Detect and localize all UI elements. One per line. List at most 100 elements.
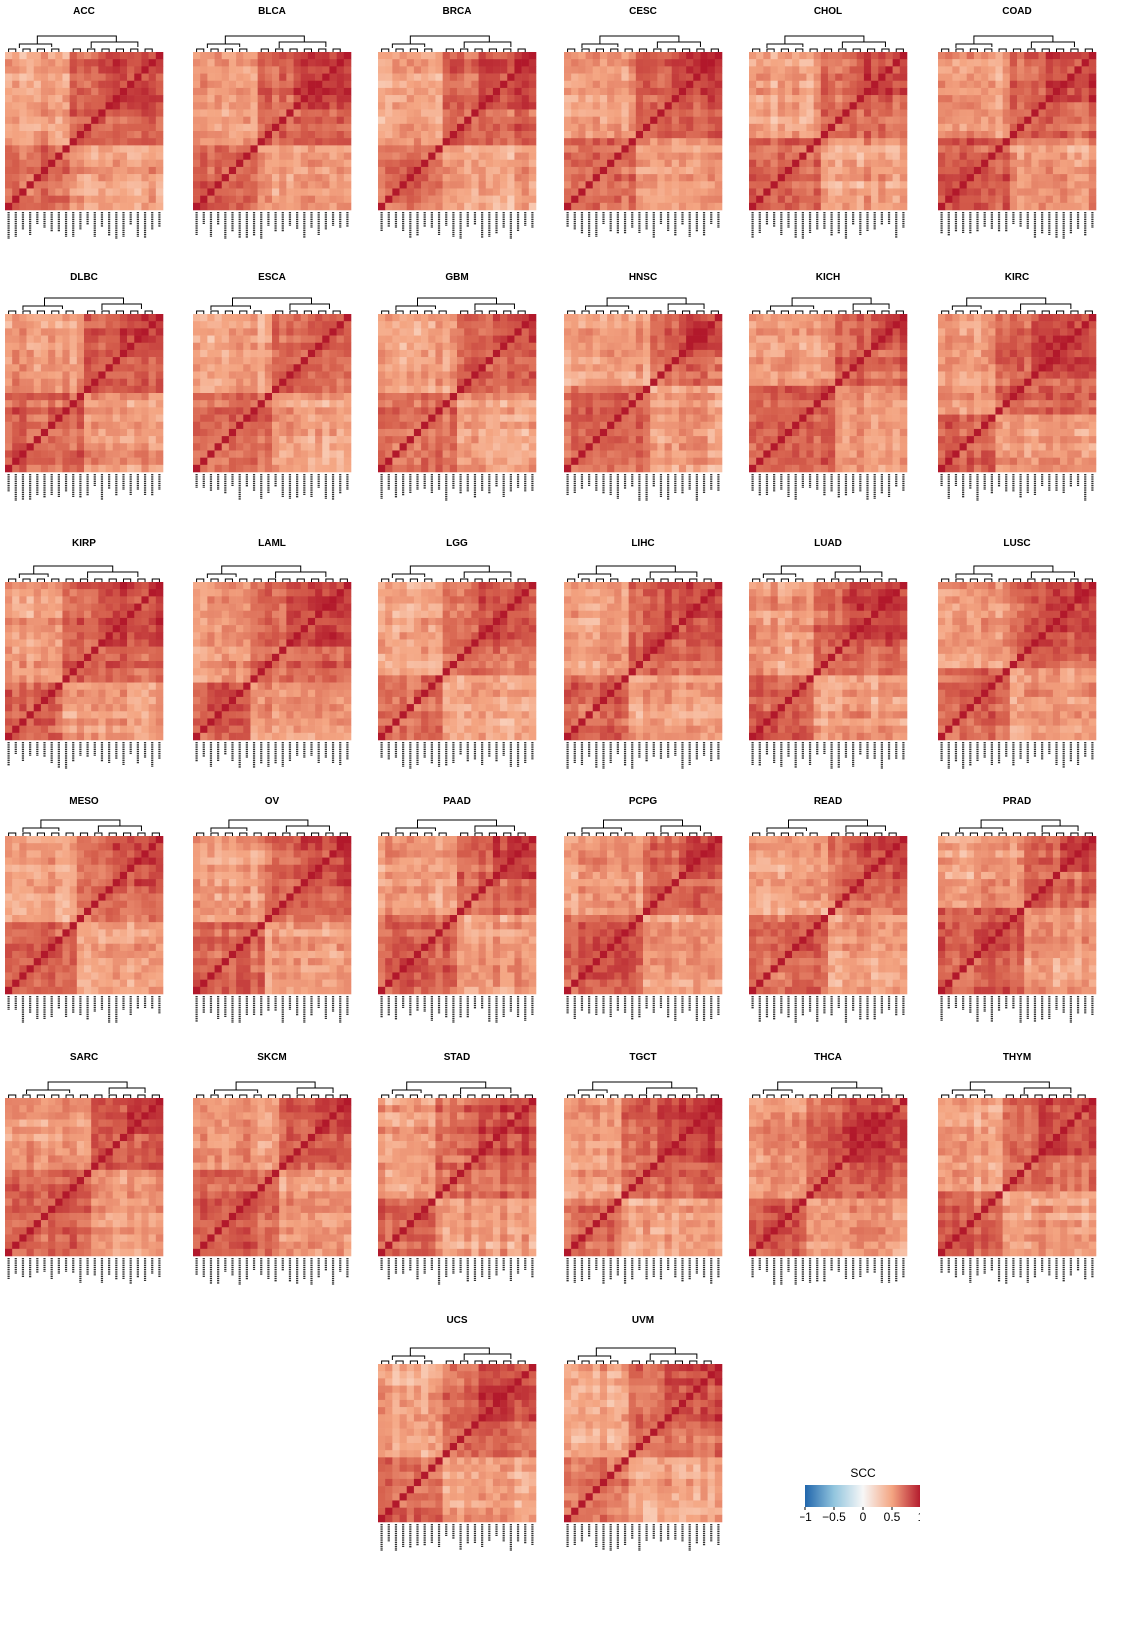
heatmap-cell bbox=[84, 443, 92, 451]
heatmap-cell bbox=[264, 335, 273, 344]
heatmap-cell bbox=[849, 59, 858, 67]
heatmap-cell bbox=[820, 181, 829, 189]
heatmap-cell bbox=[471, 152, 479, 161]
heatmap-cell bbox=[343, 131, 352, 139]
heatmap-cell bbox=[756, 138, 764, 146]
heatmap-cell bbox=[806, 52, 814, 60]
heatmap-cell bbox=[820, 174, 829, 182]
heatmap-cell bbox=[514, 145, 522, 153]
heatmap-cell bbox=[214, 393, 223, 401]
heatmap-cell bbox=[119, 159, 128, 168]
heatmap-cell bbox=[457, 443, 465, 451]
heatmap-cell bbox=[671, 400, 680, 408]
heatmap-cell bbox=[607, 400, 615, 408]
heatmap-cell bbox=[507, 436, 515, 444]
heatmap-cell bbox=[1009, 66, 1018, 74]
heatmap-cell bbox=[820, 123, 829, 132]
heatmap-cell bbox=[607, 116, 615, 125]
heatmap-cell bbox=[521, 202, 530, 211]
heatmap-cell bbox=[12, 102, 20, 110]
heatmap-cell bbox=[564, 400, 572, 408]
heatmap-cell bbox=[300, 123, 309, 132]
heatmap-cell bbox=[863, 159, 872, 168]
heatmap-cell bbox=[835, 131, 843, 139]
heatmap-cell bbox=[428, 73, 436, 82]
heatmap-cell bbox=[1067, 166, 1075, 175]
heatmap-cell bbox=[236, 95, 244, 103]
heatmap-cell bbox=[55, 328, 63, 336]
heatmap-cell bbox=[1009, 138, 1018, 146]
heatmap-cell bbox=[385, 73, 393, 82]
heatmap-cell bbox=[155, 349, 164, 358]
heatmap-cell bbox=[19, 457, 27, 466]
heatmap-cell bbox=[1024, 59, 1032, 67]
heatmap-cell bbox=[12, 52, 20, 60]
heatmap-cell bbox=[84, 109, 92, 117]
heatmap-cell bbox=[457, 202, 465, 211]
heatmap-cell bbox=[148, 385, 157, 394]
dendrogram-branch bbox=[196, 48, 205, 52]
heatmap-cell bbox=[141, 357, 149, 365]
heatmap-cell bbox=[514, 59, 522, 67]
heatmap-cell bbox=[1088, 52, 1097, 60]
heatmap-cell bbox=[464, 52, 472, 60]
heatmap-cell bbox=[421, 66, 429, 74]
heatmap-cell bbox=[628, 116, 637, 125]
heatmap-cell bbox=[413, 378, 422, 387]
heatmap-cell bbox=[621, 80, 629, 89]
heatmap-cell bbox=[693, 393, 701, 401]
heatmap-cell bbox=[33, 109, 42, 117]
heatmap-cell bbox=[84, 428, 92, 437]
heatmap-cell bbox=[155, 181, 164, 189]
heatmap-cell bbox=[478, 66, 487, 74]
heatmap-cell bbox=[607, 321, 615, 329]
heatmap-cell bbox=[485, 385, 494, 394]
heatmap-cell bbox=[243, 195, 251, 204]
heatmap-cell bbox=[714, 321, 723, 329]
heatmap-cell bbox=[12, 95, 20, 103]
heatmap-cell bbox=[471, 414, 479, 423]
heatmap-cell bbox=[33, 159, 42, 168]
heatmap-cell bbox=[952, 202, 960, 211]
heatmap-cell bbox=[236, 80, 244, 89]
heatmap-cell bbox=[69, 188, 78, 196]
heatmap-cell bbox=[55, 66, 63, 74]
heatmap-cell bbox=[293, 328, 302, 336]
heatmap-cell bbox=[464, 421, 472, 430]
heatmap-cell bbox=[127, 195, 135, 204]
heatmap-cell bbox=[392, 385, 400, 394]
heatmap-cell bbox=[428, 174, 436, 182]
dendrogram-branch bbox=[239, 48, 248, 52]
heatmap-cell bbox=[214, 188, 223, 196]
heatmap-cell bbox=[91, 195, 99, 204]
heatmap-cell bbox=[421, 314, 429, 322]
heatmap-cell bbox=[1038, 195, 1047, 204]
heatmap-cell bbox=[464, 378, 472, 387]
heatmap-cell bbox=[264, 166, 273, 175]
heatmap-cell bbox=[399, 464, 408, 473]
heatmap-cell bbox=[1017, 116, 1025, 125]
heatmap-cell bbox=[657, 321, 665, 329]
dendrogram-branch bbox=[289, 48, 298, 52]
heatmap-cell bbox=[1088, 73, 1097, 82]
heatmap-cell bbox=[221, 80, 230, 89]
heatmap-cell bbox=[221, 195, 230, 204]
heatmap-cell bbox=[693, 174, 701, 182]
heatmap-cell bbox=[500, 52, 508, 60]
heatmap-cell bbox=[521, 131, 530, 139]
heatmap-cell bbox=[813, 188, 822, 196]
heatmap-cell bbox=[966, 145, 975, 153]
heatmap-cell bbox=[228, 174, 237, 182]
heatmap-cell bbox=[973, 166, 982, 175]
heatmap-cell bbox=[112, 87, 121, 96]
heatmap-cell bbox=[286, 116, 294, 125]
heatmap-cell bbox=[749, 95, 757, 103]
heatmap-cell bbox=[413, 59, 422, 67]
dendrogram-branch bbox=[941, 48, 950, 52]
heatmap-cell bbox=[492, 385, 501, 394]
heatmap-cell bbox=[799, 95, 807, 103]
dendrogram-branch bbox=[8, 310, 17, 314]
heatmap-cell bbox=[293, 87, 302, 96]
heatmap-cell bbox=[756, 52, 764, 60]
heatmap-cell bbox=[236, 202, 244, 211]
